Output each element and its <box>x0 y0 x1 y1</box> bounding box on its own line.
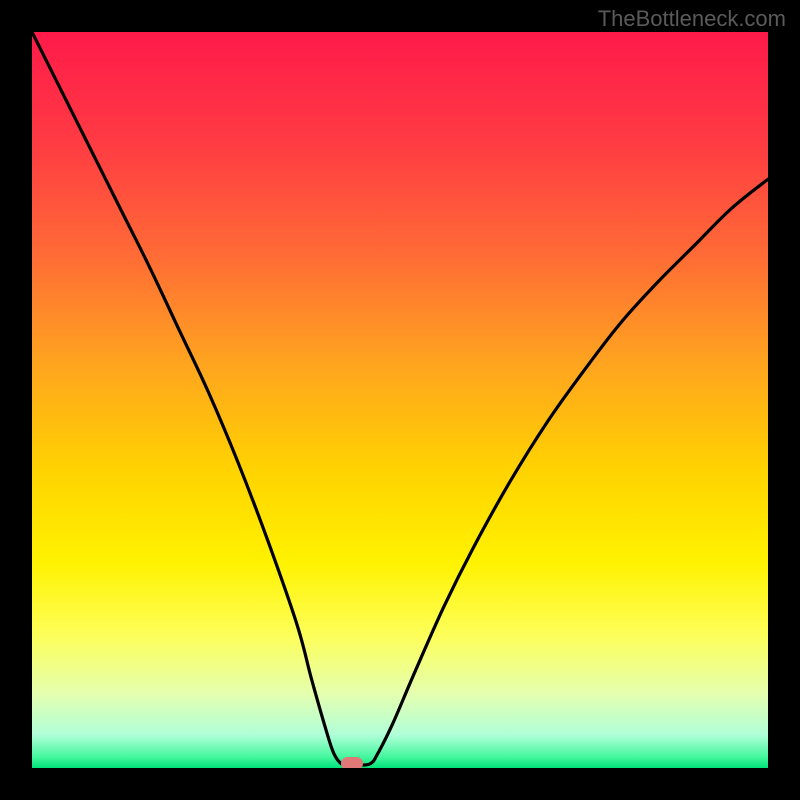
optimum-marker <box>341 757 363 768</box>
bottleneck-curve <box>32 32 768 768</box>
plot-area <box>32 32 768 768</box>
watermark-text: TheBottleneck.com <box>598 6 786 32</box>
